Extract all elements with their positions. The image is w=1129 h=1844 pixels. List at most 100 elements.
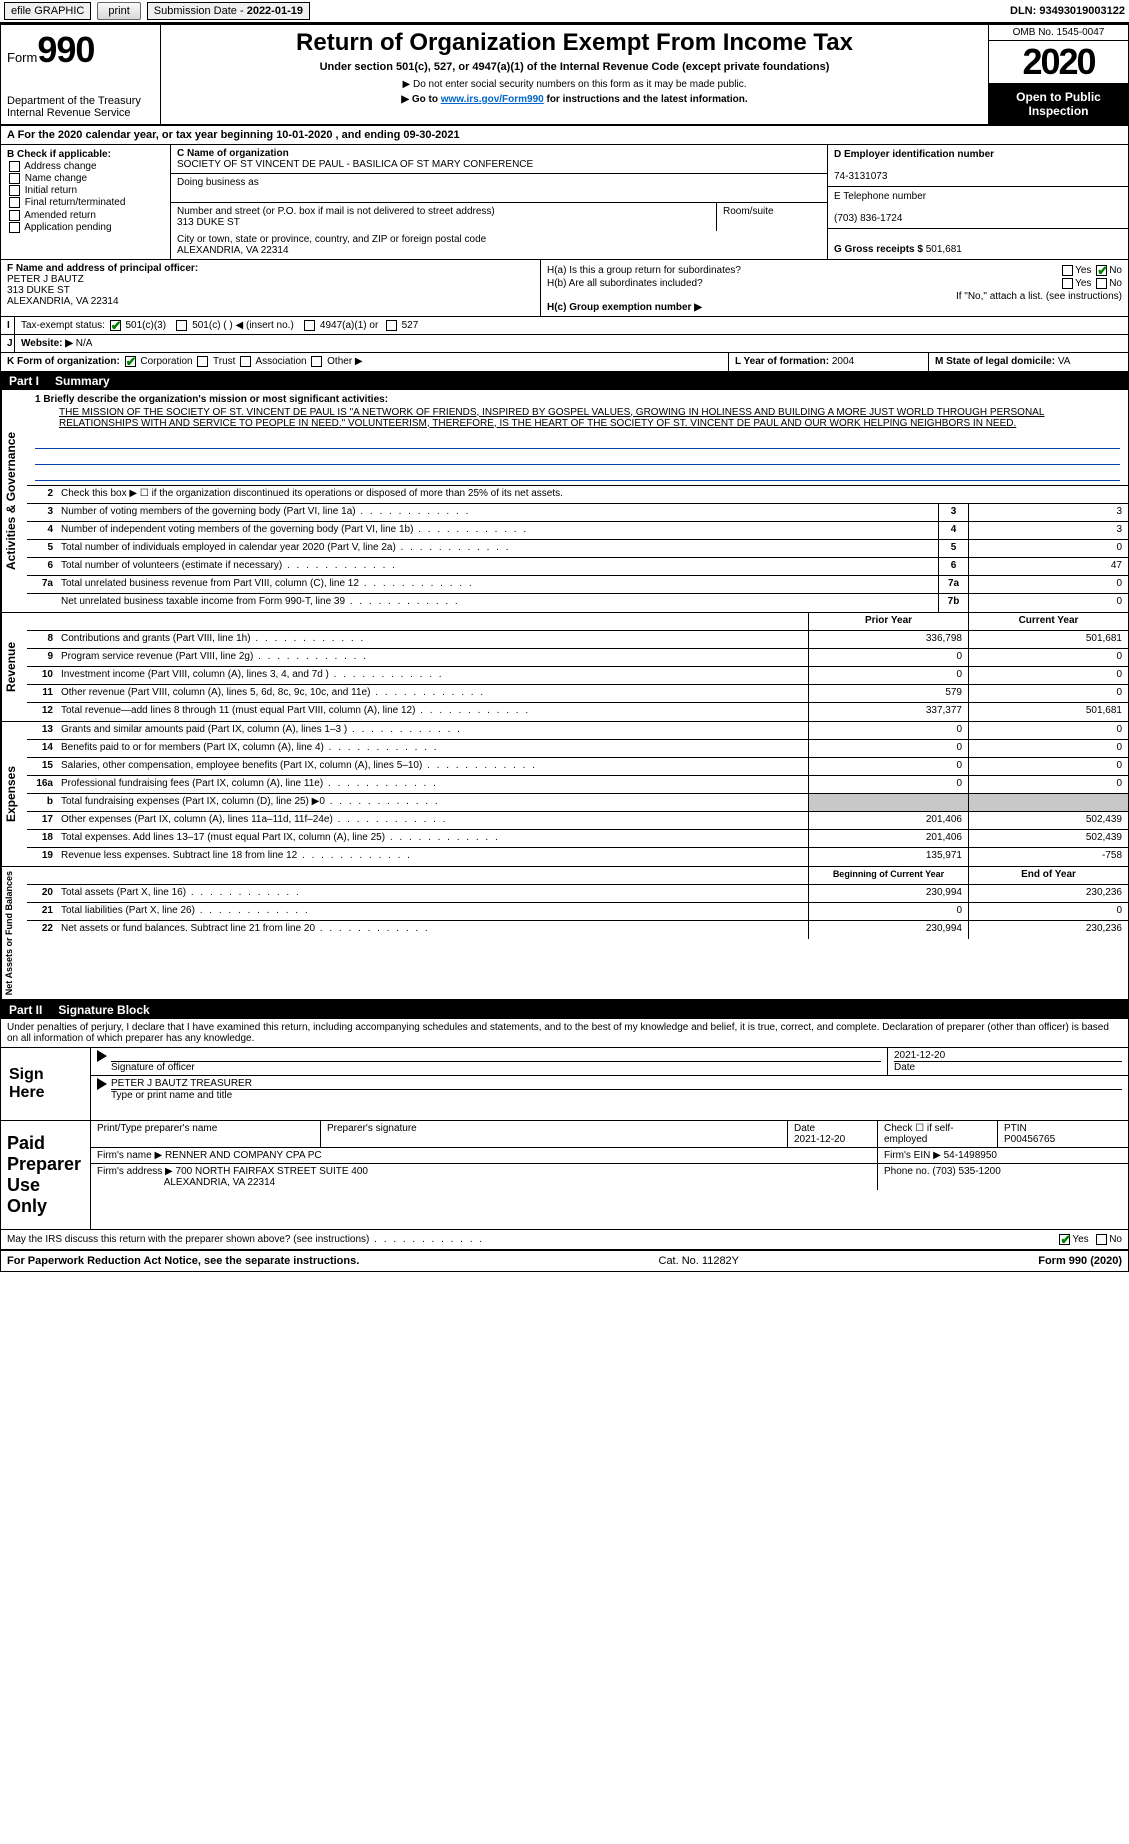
block-bcd: B Check if applicable: Address change Na… <box>1 145 1128 260</box>
table-row: 13Grants and similar amounts paid (Part … <box>27 722 1128 740</box>
officer-printed-name: PETER J BAUTZ TREASURER <box>111 1078 252 1089</box>
table-row: 5Total number of individuals employed in… <box>27 540 1128 558</box>
side-label-expenses: Expenses <box>1 722 27 866</box>
dln-value: 93493019003122 <box>1039 5 1125 17</box>
open-to-public: Open to Public Inspection <box>989 84 1128 124</box>
chk-name-change[interactable]: Name change <box>7 173 164 184</box>
col-h-group: H(a) Is this a group return for subordin… <box>541 260 1128 316</box>
table-row: 14Benefits paid to or for members (Part … <box>27 740 1128 758</box>
header-left: Form990 Department of the Treasury Inter… <box>1 25 161 124</box>
col-b-checkboxes: B Check if applicable: Address change Na… <box>1 145 171 259</box>
ha-label: H(a) Is this a group return for subordin… <box>547 265 741 276</box>
chk-501c[interactable] <box>176 320 187 331</box>
row-j-lbl: J <box>1 335 15 352</box>
submission-date-value: 2022-01-19 <box>247 5 303 17</box>
part-2-label: Part II <box>9 1003 42 1017</box>
form-number: 990 <box>37 29 94 70</box>
year-formation: 2004 <box>832 356 854 367</box>
tel-value: (703) 836-1724 <box>834 213 902 224</box>
org-name: SOCIETY OF ST VINCENT DE PAUL - BASILICA… <box>177 159 533 170</box>
chk-trust[interactable] <box>197 356 208 367</box>
discuss-line: May the IRS discuss this return with the… <box>1 1230 1128 1250</box>
chk-corp[interactable] <box>125 356 136 367</box>
year-formation-label: L Year of formation: <box>735 356 829 367</box>
table-row: 19Revenue less expenses. Subtract line 1… <box>27 848 1128 866</box>
page-footer: For Paperwork Reduction Act Notice, see … <box>1 1250 1128 1271</box>
chk-assoc[interactable] <box>240 356 251 367</box>
dln-box: DLN: 93493019003122 <box>1010 5 1125 17</box>
table-row: 18Total expenses. Add lines 13–17 (must … <box>27 830 1128 848</box>
part-2-header: Part II Signature Block <box>1 1001 1128 1019</box>
chk-amended-return[interactable]: Amended return <box>7 210 164 221</box>
paid-preparer-body: Print/Type preparer's name Preparer's si… <box>91 1121 1128 1229</box>
sig-name-line: PETER J BAUTZ TREASURERType or print nam… <box>91 1076 1128 1103</box>
paid-preparer-row: Paid Preparer Use Only Print/Type prepar… <box>1 1121 1128 1230</box>
chk-other[interactable] <box>311 356 322 367</box>
chk-application-pending[interactable]: Application pending <box>7 222 164 233</box>
blank-line-3 <box>35 467 1120 481</box>
blank-line-2 <box>35 451 1120 465</box>
firm-addr1: 700 NORTH FAIRFAX STREET SUITE 400 <box>176 1166 368 1177</box>
print-button[interactable]: print <box>97 2 140 20</box>
footer-right: Form 990 (2020) <box>1038 1255 1122 1267</box>
governance-body: 1 Briefly describe the organization's mi… <box>27 390 1128 612</box>
chk-discuss-yes[interactable] <box>1059 1234 1070 1245</box>
col-f-officer: F Name and address of principal officer:… <box>1 260 541 316</box>
gross-cell: G Gross receipts $ 501,681 <box>828 229 1128 259</box>
city-value: ALEXANDRIA, VA 22314 <box>177 245 289 256</box>
hb-yesno: Yes No <box>1060 278 1122 289</box>
chk-initial-return[interactable]: Initial return <box>7 185 164 196</box>
officer-addr1: 313 DUKE ST <box>7 285 70 296</box>
table-row: 8Contributions and grants (Part VIII, li… <box>27 631 1128 649</box>
revenue-body: Prior Year Current Year 8Contributions a… <box>27 613 1128 721</box>
table-row: 12Total revenue—add lines 8 through 11 (… <box>27 703 1128 721</box>
state-domicile: VA <box>1058 356 1071 367</box>
table-row: bTotal fundraising expenses (Part IX, co… <box>27 794 1128 812</box>
sig-date: 2021-12-20 <box>894 1050 945 1061</box>
mission-block: 1 Briefly describe the organization's mi… <box>27 390 1128 486</box>
hb-label: H(b) Are all subordinates included? <box>547 278 703 289</box>
addr-value: 313 DUKE ST <box>177 217 240 228</box>
addr-label: Number and street (or P.O. box if mail i… <box>177 206 495 217</box>
revenue-header-row: Prior Year Current Year <box>27 613 1128 631</box>
col-prior-year: Prior Year <box>808 613 968 630</box>
tax-year: 2020 <box>989 41 1128 84</box>
sign-here-body: Signature of officer 2021-12-20Date PETE… <box>91 1048 1128 1120</box>
table-row: 7aTotal unrelated business revenue from … <box>27 576 1128 594</box>
mission-text: THE MISSION OF THE SOCIETY OF ST. VINCEN… <box>59 407 1120 429</box>
form-990-container: Form990 Department of the Treasury Inter… <box>0 24 1129 1272</box>
discuss-text: May the IRS discuss this return with the… <box>7 1234 1057 1245</box>
prep-date: 2021-12-20 <box>794 1134 845 1145</box>
chk-527[interactable] <box>386 320 397 331</box>
firm-ein: 54-1498950 <box>944 1150 997 1161</box>
sign-here-label: Sign Here <box>1 1048 91 1120</box>
form-org-label: K Form of organization: <box>7 357 120 368</box>
chk-final-return[interactable]: Final return/terminated <box>7 197 164 208</box>
row-i-tax-status: I Tax-exempt status: 501(c)(3) 501(c) ( … <box>1 317 1128 335</box>
officer-name: PETER J BAUTZ <box>7 274 84 285</box>
col-current-year: Current Year <box>968 613 1128 630</box>
side-label-revenue: Revenue <box>1 613 27 721</box>
blank-line-1 <box>35 435 1120 449</box>
form-title: Return of Organization Exempt From Incom… <box>169 29 980 57</box>
firm-addr2: ALEXANDRIA, VA 22314 <box>164 1177 276 1188</box>
side-label-net: Net Assets or Fund Balances <box>1 867 27 999</box>
chk-discuss-no[interactable] <box>1096 1234 1107 1245</box>
chk-address-change[interactable]: Address change <box>7 161 164 172</box>
tel-label: E Telephone number <box>834 191 926 202</box>
chk-501c3[interactable] <box>110 320 121 331</box>
ptin-value: P00456765 <box>1004 1134 1055 1145</box>
chk-4947[interactable] <box>304 320 315 331</box>
col-beginning: Beginning of Current Year <box>808 867 968 884</box>
state-domicile-label: M State of legal domicile: <box>935 356 1055 367</box>
block-fh: F Name and address of principal officer:… <box>1 260 1128 317</box>
table-row: 17Other expenses (Part IX, column (A), l… <box>27 812 1128 830</box>
ein-value: 74-3131073 <box>834 171 887 182</box>
ein-cell: D Employer identification number 74-3131… <box>828 145 1128 187</box>
irs-link[interactable]: www.irs.gov/Form990 <box>441 94 544 105</box>
discuss-yesno: Yes No <box>1057 1234 1122 1245</box>
tax-status-label: Tax-exempt status: <box>21 320 105 331</box>
goto-pre: ▶ Go to <box>401 94 440 105</box>
table-row: 22Net assets or fund balances. Subtract … <box>27 921 1128 939</box>
gross-label: G Gross receipts $ <box>834 244 923 255</box>
